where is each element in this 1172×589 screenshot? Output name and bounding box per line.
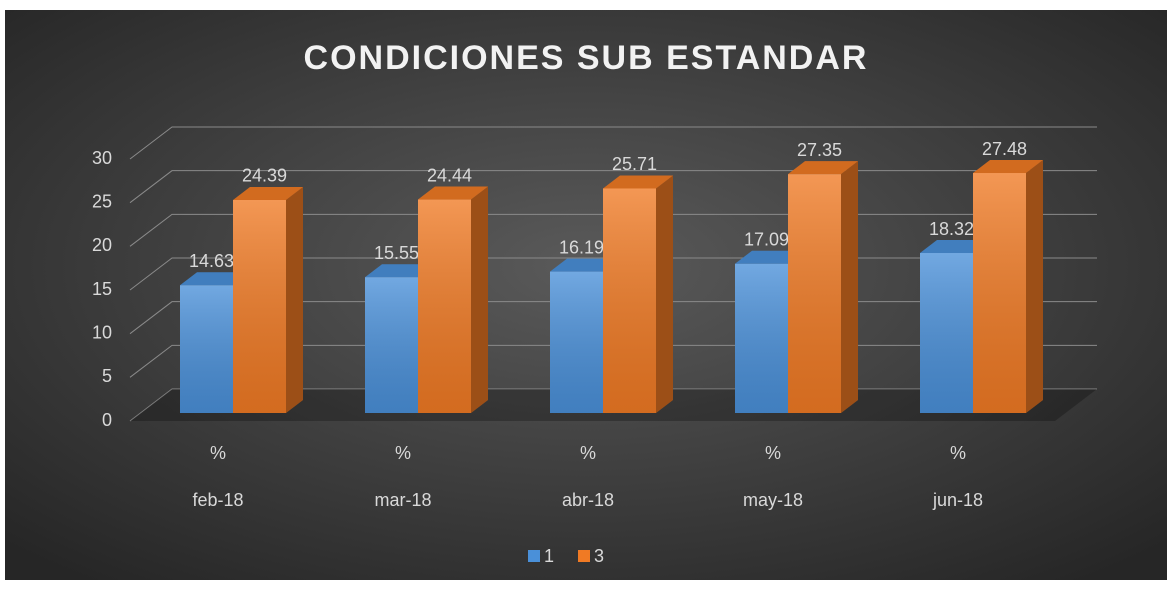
bar-top-shade (973, 160, 1043, 174)
x-tick-label: % (210, 443, 226, 463)
x-group-label: jun-18 (932, 490, 983, 510)
bar-side (656, 175, 673, 413)
grid-line (129, 170, 1097, 204)
y-tick-label: 5 (102, 366, 112, 386)
bar-shine (788, 174, 841, 413)
bar-shine (735, 263, 788, 413)
bar-top (735, 250, 805, 264)
y-tick-label: 25 (92, 191, 112, 211)
data-label: 14.63 (189, 251, 234, 271)
data-label: 27.48 (982, 139, 1027, 159)
bar-top-shade (550, 258, 620, 272)
grid-line (129, 126, 1097, 160)
bar-shine (233, 199, 286, 413)
data-label: 16.19 (559, 237, 604, 257)
bar-side-shade (1026, 160, 1043, 413)
bar-shine (550, 271, 603, 413)
bar-top (920, 240, 990, 254)
x-group-label: may-18 (743, 490, 803, 510)
data-label: 25.71 (612, 154, 657, 174)
bar-side (1026, 160, 1043, 413)
bar-top (973, 160, 1043, 174)
bar-top-shade (233, 186, 303, 200)
bar-side (286, 186, 303, 413)
legend-label: 3 (594, 546, 604, 566)
y-tick-label: 10 (92, 322, 112, 342)
data-label: 24.39 (242, 166, 287, 186)
bar-shine (365, 277, 418, 413)
data-label: 15.55 (374, 243, 419, 263)
bar-side-shade (656, 175, 673, 413)
y-tick-label: 30 (92, 148, 112, 168)
bar-top-shade (603, 175, 673, 189)
x-tick-label: % (395, 443, 411, 463)
bar-top-shade (788, 161, 858, 175)
legend-swatch (578, 550, 590, 562)
bar-top (788, 161, 858, 175)
bar-top (550, 258, 620, 272)
x-group-label: abr-18 (562, 490, 614, 510)
bar-shine (973, 173, 1026, 413)
bar-shine (180, 285, 233, 413)
legend-swatch (528, 550, 540, 562)
chart-title: CONDICIONES SUB ESTANDAR (304, 39, 869, 77)
bar-top-shade (180, 272, 250, 286)
bar-side-shade (286, 186, 303, 413)
bar-side (841, 161, 858, 413)
data-label: 17.09 (744, 229, 789, 249)
bar-side-shade (471, 186, 488, 413)
bar-top-shade (920, 240, 990, 254)
data-label: 24.44 (427, 165, 472, 185)
x-group-label: mar-18 (374, 490, 431, 510)
y-tick-label: 15 (92, 279, 112, 299)
bar-side-shade (841, 161, 858, 413)
bar-top-shade (735, 250, 805, 264)
x-tick-label: % (580, 443, 596, 463)
x-tick-label: % (765, 443, 781, 463)
bar-top (418, 186, 488, 200)
bar-shine (603, 188, 656, 413)
x-tick-label: % (950, 443, 966, 463)
y-tick-label: 0 (102, 410, 112, 430)
bar-top (233, 186, 303, 200)
x-group-label: feb-18 (192, 490, 243, 510)
bar-top-shade (365, 264, 435, 278)
bar-top (365, 264, 435, 278)
data-label: 18.32 (929, 219, 974, 239)
bar-top (603, 175, 673, 189)
bar-side (471, 186, 488, 413)
data-label: 27.35 (797, 140, 842, 160)
bar-shine (920, 253, 973, 413)
bar-shine (418, 199, 471, 413)
y-tick-label: 20 (92, 235, 112, 255)
bar-top (180, 272, 250, 286)
bar-top-shade (418, 186, 488, 200)
legend-label: 1 (544, 546, 554, 566)
